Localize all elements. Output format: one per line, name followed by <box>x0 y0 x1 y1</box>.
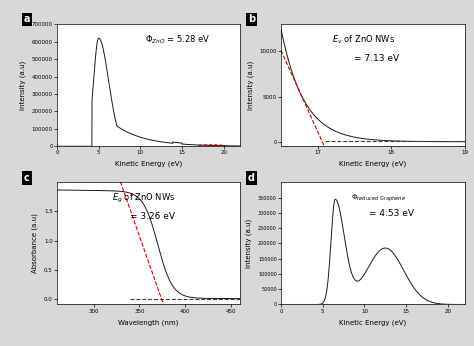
Text: a: a <box>24 15 30 25</box>
Text: = 3.26 eV: = 3.26 eV <box>130 212 175 221</box>
Text: = 7.13 eV: = 7.13 eV <box>355 54 400 63</box>
X-axis label: Kinetic Energy (eV): Kinetic Energy (eV) <box>115 161 182 167</box>
Y-axis label: Intensity (a.u): Intensity (a.u) <box>19 61 26 110</box>
Text: c: c <box>24 173 29 183</box>
X-axis label: Kinetic Energy (eV): Kinetic Energy (eV) <box>339 161 406 167</box>
Text: d: d <box>248 173 255 183</box>
Text: $E_v$ of ZnO NWs: $E_v$ of ZnO NWs <box>332 34 395 46</box>
Text: $\Phi_{ZnO}$ = 5.28 eV: $\Phi_{ZnO}$ = 5.28 eV <box>145 34 210 46</box>
Text: b: b <box>248 15 255 25</box>
Y-axis label: Intensity (a.u): Intensity (a.u) <box>246 219 253 268</box>
Text: $\Phi_{reduced\ Graphene}$: $\Phi_{reduced\ Graphene}$ <box>351 192 406 204</box>
Text: $E_g$ of ZnO NWs: $E_g$ of ZnO NWs <box>112 192 175 205</box>
Y-axis label: Intensity (a.u): Intensity (a.u) <box>247 61 254 110</box>
X-axis label: Wavelength (nm): Wavelength (nm) <box>118 319 179 326</box>
Text: = 4.53 eV: = 4.53 eV <box>369 209 414 218</box>
X-axis label: Kinetic Energy (eV): Kinetic Energy (eV) <box>339 319 406 326</box>
Y-axis label: Absorbance (a.u): Absorbance (a.u) <box>32 213 38 273</box>
